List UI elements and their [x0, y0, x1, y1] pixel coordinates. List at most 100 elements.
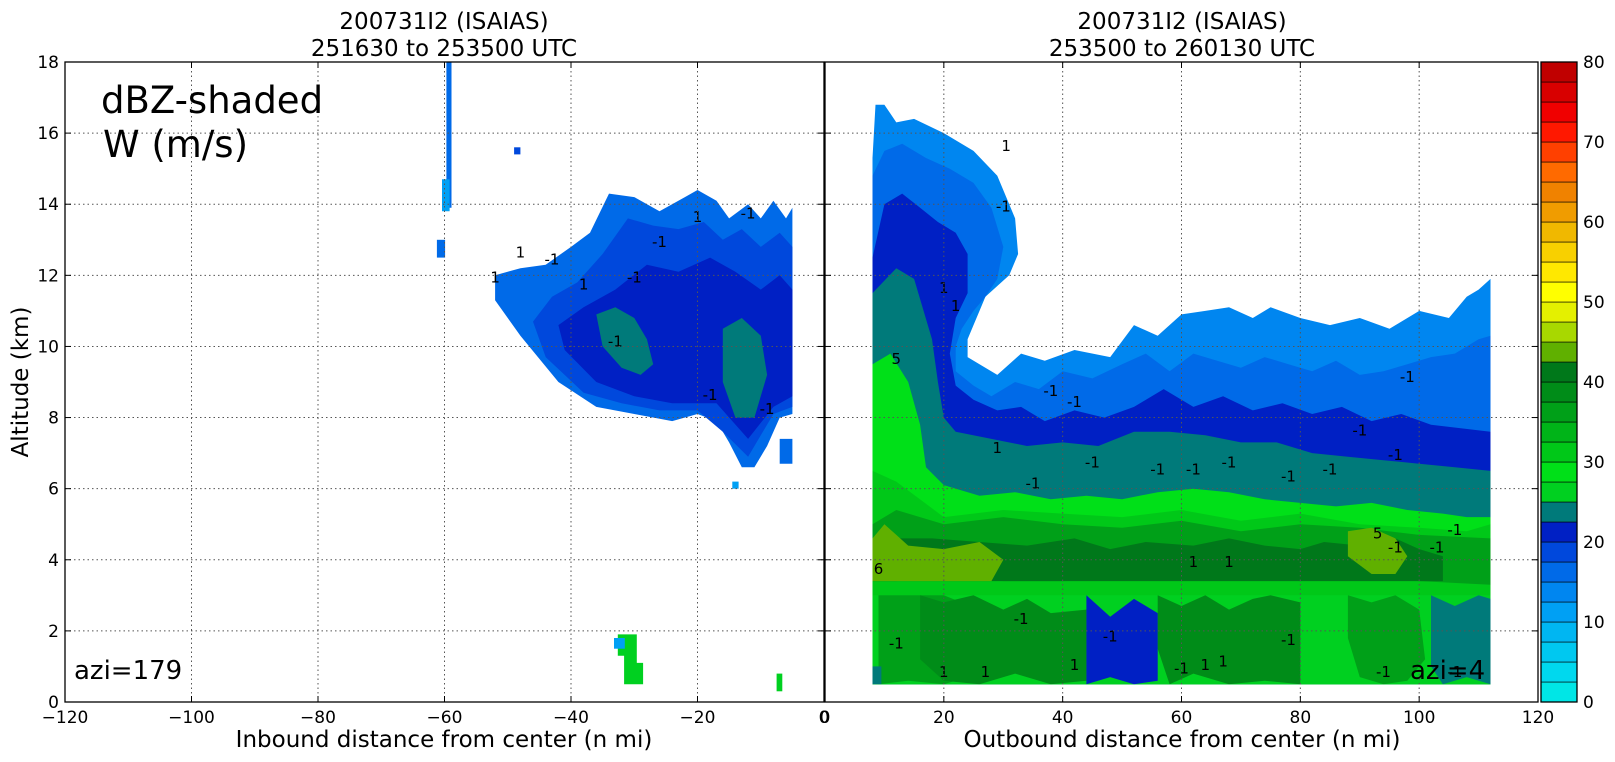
right-w-contour-label-33: 1 [1218, 652, 1228, 670]
colorbar-tick-label-5: 50 [1583, 293, 1605, 313]
left-w-contour-label-0: 1 [490, 268, 500, 286]
colorbar-bin-25 [1540, 181, 1578, 203]
right-w-contour-labels: 651-111-1-11-1-1 -1 -1 -1-1 -1-1-1-11 15-1 -1-… [874, 137, 1463, 681]
colorbar [1540, 61, 1578, 703]
colorbar-bin-1 [1540, 661, 1578, 683]
left-ytick-label-6: 12 [37, 266, 59, 286]
right-xtick-label-3: 60 [1171, 708, 1193, 728]
right-w-contour-label-18: -1 [1400, 368, 1415, 386]
right-xtick-label-5: 100 [1403, 708, 1435, 728]
left-w-contour-label-9: -1 [703, 386, 718, 404]
right-grid [825, 62, 1538, 702]
right-echo-region-14 [1347, 595, 1426, 685]
left-y-ticks: 0 2 4 6 8 10 12 14 16 18 [37, 53, 824, 713]
right-x-ticks: 0 20 40 60 80 100 120 [820, 61, 1554, 728]
left-echo-region-7 [436, 239, 446, 258]
right-w-contour-label-20: 1 [1224, 553, 1234, 571]
right-echo-region-8 [872, 524, 1004, 582]
right-w-contour-label-7: -1 [1067, 393, 1082, 411]
left-echo-region-5 [446, 62, 452, 208]
colorbar-bin-6 [1540, 561, 1578, 583]
left-ytick-label-2: 4 [48, 551, 59, 571]
right-w-contour-label-26: 1 [939, 663, 949, 681]
colorbar-tick-label-0: 0 [1583, 693, 1594, 713]
colorbar-bin-4 [1540, 601, 1578, 623]
right-w-contour-label-25: -1 [889, 635, 904, 653]
right-w-contour-label-9: -1 [1026, 475, 1041, 493]
left-w-contour-label-1: 1 [516, 244, 526, 262]
left-xtick-label-6: 0 [819, 708, 830, 728]
right-w-contour-label-21: 5 [1373, 524, 1383, 542]
right-w-contour-label-29: 1 [1070, 656, 1080, 674]
right-w-contour-label-32: 1 [1201, 656, 1211, 674]
left-xtick-label-1: −100 [168, 708, 215, 728]
right-w-contour-label-35: -1 [1376, 663, 1391, 681]
colorbar-bin-27 [1540, 141, 1578, 163]
right-w-contour-label-0: 6 [874, 560, 884, 578]
right-echo-region-13 [1157, 595, 1301, 685]
right-w-contour-label-31: -1 [1174, 660, 1189, 678]
right-w-contour-label-3: -1 [996, 197, 1011, 215]
colorbar-tick-label-1: 10 [1583, 613, 1605, 633]
right-xtick-label-4: 80 [1290, 708, 1312, 728]
colorbar-bin-0 [1540, 681, 1578, 703]
colorbar-bin-26 [1540, 161, 1578, 183]
right-w-contour-label-13: -1 [1222, 453, 1237, 471]
right-w-contour-label-5: 1 [951, 297, 961, 315]
right-w-contour-label-27: 1 [981, 663, 991, 681]
colorbar-bin-28 [1540, 121, 1578, 143]
right-w-contour-label-8: 1 [993, 439, 1003, 457]
left-panel: 200731I2 (ISAIAS) 251630 to 253500 UTC 1… [8, 9, 829, 753]
annotation-dbz-shaded: dBZ-shaded [101, 79, 323, 122]
colorbar-bin-7 [1540, 541, 1578, 563]
colorbar-bin-11 [1540, 461, 1578, 483]
right-w-contour-label-10: -1 [1085, 453, 1100, 471]
colorbar-ticks: 0 10 20 30 40 50 60 70 80 [1583, 53, 1605, 713]
right-w-contour-label-19: 1 [1189, 553, 1199, 571]
colorbar-bin-31 [1540, 61, 1578, 83]
right-xtick-label-0: 0 [820, 708, 831, 728]
left-ytick-label-7: 14 [37, 195, 59, 215]
colorbar-bin-15 [1540, 381, 1578, 403]
colorbar-bin-16 [1540, 361, 1578, 383]
right-echo-shading [872, 104, 1491, 685]
left-w-contour-label-7: -1 [741, 204, 756, 222]
colorbar-bin-19 [1540, 301, 1578, 323]
right-w-contour-label-6: -1 [1043, 382, 1058, 400]
right-w-contour-label-28: -1 [1014, 610, 1029, 628]
colorbar-tick-label-2: 20 [1583, 533, 1605, 553]
colorbar-bin-21 [1540, 261, 1578, 283]
right-w-contour-label-11: -1 [1150, 460, 1165, 478]
right-echo-region-9 [1347, 527, 1408, 574]
colorbar-bin-10 [1540, 481, 1578, 503]
colorbar-bin-14 [1540, 401, 1578, 423]
right-xtick-label-6: 120 [1522, 708, 1554, 728]
right-w-contour-label-12: -1 [1186, 460, 1201, 478]
colorbar-bin-18 [1540, 321, 1578, 343]
right-echo-region-16 [1431, 595, 1491, 685]
right-w-contour-label-14: -1 [1281, 468, 1296, 486]
colorbar-tick-label-7: 70 [1583, 133, 1605, 153]
right-w-contour-label-24: -1 [1447, 521, 1462, 539]
colorbar-bin-29 [1540, 101, 1578, 123]
right-echo-region-12 [920, 595, 1087, 685]
colorbar-bin-5 [1540, 581, 1578, 603]
colorbar-bin-2 [1540, 641, 1578, 663]
left-w-contour-labels: 11 -11 -1-11 -1-1-1-1 [490, 204, 774, 418]
left-x-axis-label: Inbound distance from center (n mi) [236, 727, 653, 753]
colorbar-bin-13 [1540, 421, 1578, 443]
colorbar-tick-label-6: 60 [1583, 213, 1605, 233]
right-title-line1: 200731I2 (ISAIAS) [1077, 9, 1286, 35]
left-xtick-label-2: −80 [300, 708, 336, 728]
left-ytick-label-1: 2 [48, 622, 59, 642]
colorbar-bin-8 [1540, 521, 1578, 543]
colorbar-bin-22 [1540, 241, 1578, 263]
right-xtick-label-2: 40 [1052, 708, 1074, 728]
right-w-contour-label-16: -1 [1352, 421, 1367, 439]
right-azimuth-label: azi=4 [1410, 656, 1485, 686]
right-xtick-label-1: 20 [933, 708, 955, 728]
right-w-contour-label-23: -1 [1430, 539, 1445, 557]
left-xtick-label-0: −120 [42, 708, 89, 728]
colorbar-bin-30 [1540, 81, 1578, 103]
